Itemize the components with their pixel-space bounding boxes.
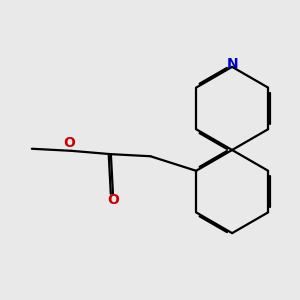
Text: O: O <box>107 193 119 207</box>
Text: O: O <box>63 136 75 150</box>
Text: N: N <box>226 56 238 70</box>
